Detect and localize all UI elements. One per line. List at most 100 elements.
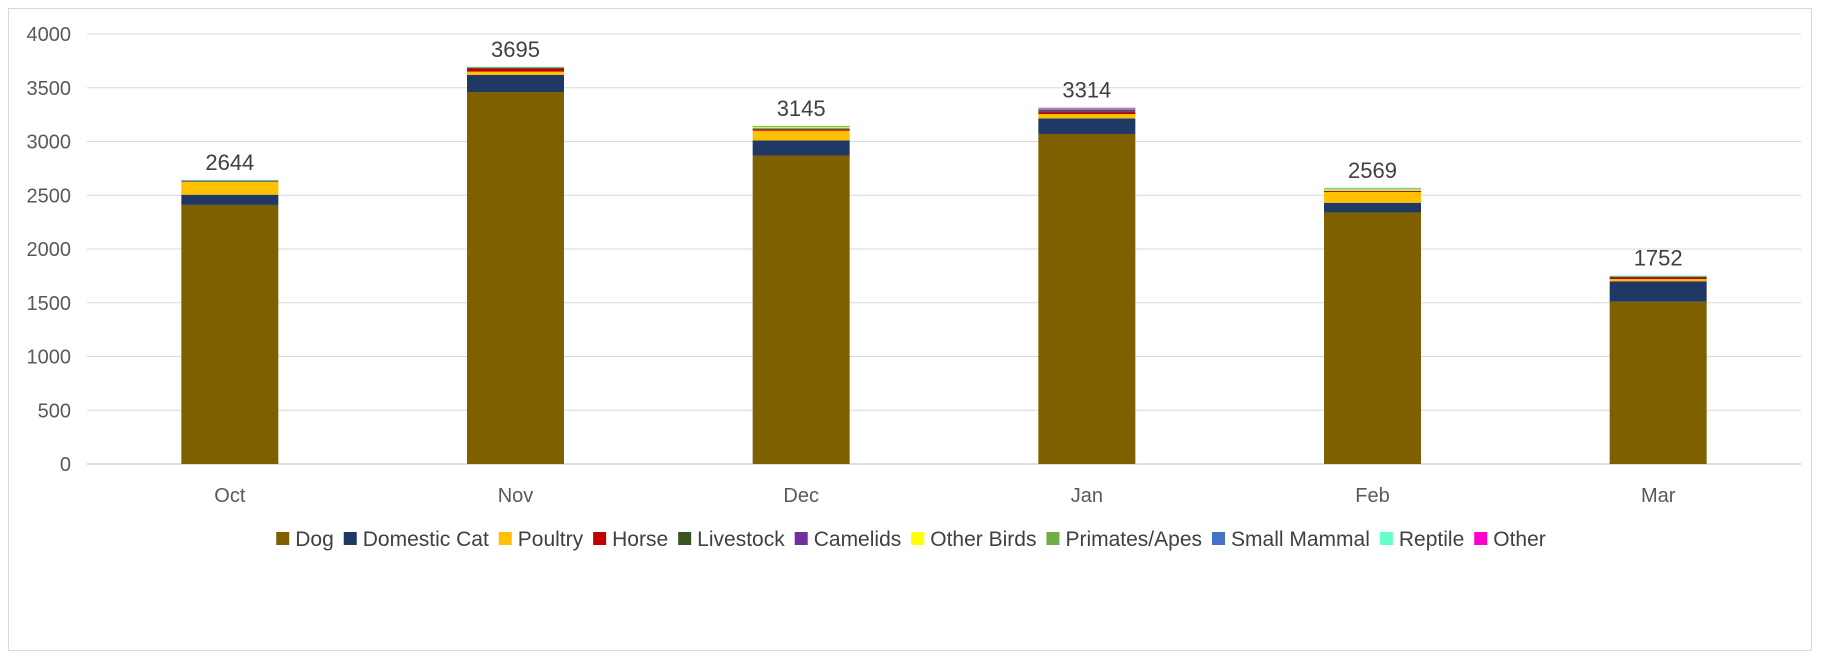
bar-segment-camelids [752,128,850,129]
legend-swatch [498,532,512,545]
legend-item: Camelids [794,528,902,551]
gridlines [87,33,1801,465]
bar-segment-camelids [467,67,564,69]
bar-segment-dog [1609,301,1707,464]
bar-segment-horse [752,129,850,131]
bar-segment-poultry [1609,279,1707,282]
legend-swatch [343,532,357,545]
stacked-bar-chart: 2644 3695 3145 3314 2569 1752 0 500 1000 1500 200… [27,24,1801,551]
legend-item: Primates/Apes [1046,528,1202,551]
bar-segment-poultry [467,71,564,75]
bar-segment-small-mammal [1324,188,1421,189]
y-tick-label: 2500 [27,185,72,207]
legend-swatch [1379,532,1393,545]
legend-label: Primates/Apes [1065,528,1202,551]
total-data-label: 3314 [1062,78,1111,103]
bar-segment-livestock [1038,111,1136,113]
legend-swatch [1046,532,1060,545]
bar-segment-other-birds [1324,189,1421,191]
bar-segment-reptile [1609,275,1707,277]
legend-label: Camelids [814,528,902,551]
total-data-label: 3695 [491,37,540,62]
legend-label: Horse [612,528,668,551]
legend-item: Small Mammal [1212,528,1370,551]
legend-label: Small Mammal [1231,528,1370,551]
bar-segment-livestock [1609,276,1707,278]
bar-segment-small-mammal [181,180,279,181]
legend-item: Reptile [1379,528,1464,551]
bar-segment-dog [467,92,564,465]
bar-segment-dog [1324,212,1421,464]
bar-segment-camelids [1038,109,1136,112]
legend-swatch [276,532,290,545]
legend-swatch [1474,532,1488,545]
x-tick-label: Nov [498,485,534,507]
total-data-label: 3145 [777,96,826,121]
x-tick-label: Dec [783,485,819,507]
y-tick-label: 3500 [27,78,72,100]
legend-label: Domestic Cat [363,528,489,551]
bar-segment-domestic-cat [752,140,850,156]
x-tick-label: Jan [1071,485,1103,507]
legend-item: Horse [593,528,668,551]
legend-item: Other Birds [911,528,1036,551]
legend: Dog Domestic Cat Poultry Horse Livestock Came… [276,528,1546,551]
bar-segment-camelids [1609,276,1707,278]
y-tick-label: 1000 [27,347,72,369]
bar-segment-primates-apes [1324,188,1421,190]
y-tick-label: 0 [60,454,71,476]
bar-segment-reptile [181,179,279,181]
legend-item: Poultry [498,528,584,551]
x-tick-label: Feb [1355,485,1389,507]
bar-segment-livestock [467,67,564,69]
legend-swatch [911,532,925,545]
y-tick-label: 4000 [27,24,72,46]
y-tick-label: 3000 [27,132,72,154]
bar-segment-domestic-cat [181,194,279,205]
bar-segment-domestic-cat [1609,281,1707,302]
bar-segment-horse [467,68,564,72]
bar-segment-domestic-cat [467,74,564,93]
total-data-label: 2644 [205,150,254,175]
bars [181,66,1707,465]
x-tick-label: Mar [1641,485,1676,507]
legend-item: Dog [276,528,334,551]
y-tick-label: 2000 [27,239,72,261]
bar-segment-poultry [752,130,850,141]
bar-segment-other [1038,107,1136,109]
y-tick-label: 500 [38,400,71,422]
y-tick-label: 1500 [27,293,72,315]
legend-label: Poultry [518,528,584,551]
legend-item: Domestic Cat [343,528,489,551]
bar-segment-camelids [181,181,279,182]
legend-swatch [593,532,607,545]
legend-label: Other [1493,528,1546,551]
bar-segment-dog [752,155,850,464]
bar-segment-dog [1038,133,1136,464]
bar-segment-poultry [1038,114,1136,119]
bar-segment-livestock [752,128,850,130]
bar-segment-reptile [752,125,850,127]
bar-segment-horse [1609,277,1707,280]
bar-segment-reptile [467,66,564,68]
bar-segment-other-birds [1038,108,1136,110]
bar-segment-domestic-cat [1324,202,1421,213]
bar-segment-domestic-cat [1038,118,1136,134]
bar-segment-poultry [181,181,279,195]
chart-frame: 2644 3695 3145 3314 2569 1752 0 500 1000 1500 200… [8,8,1812,651]
bar-segment-horse [1324,191,1421,193]
legend-label: Other Birds [930,528,1036,551]
bar-segment-horse [1038,112,1136,115]
bar-segment-primates-apes [752,126,850,128]
bar-segment-dog [181,204,279,465]
axes: 0 500 1000 1500 2000 2500 3000 3500 4000 Oct Nov De… [27,24,1676,507]
legend-label: Dog [295,528,334,551]
total-data-label: 1752 [1634,246,1683,271]
legend-swatch [678,532,692,545]
legend-item: Other [1474,528,1546,551]
bar-segment-reptile [1324,187,1421,189]
bar-segment-camelids [1324,190,1421,192]
legend-label: Livestock [697,528,785,551]
legend-item: Livestock [678,528,785,551]
data-labels: 2644 3695 3145 3314 2569 1752 [205,37,1682,271]
